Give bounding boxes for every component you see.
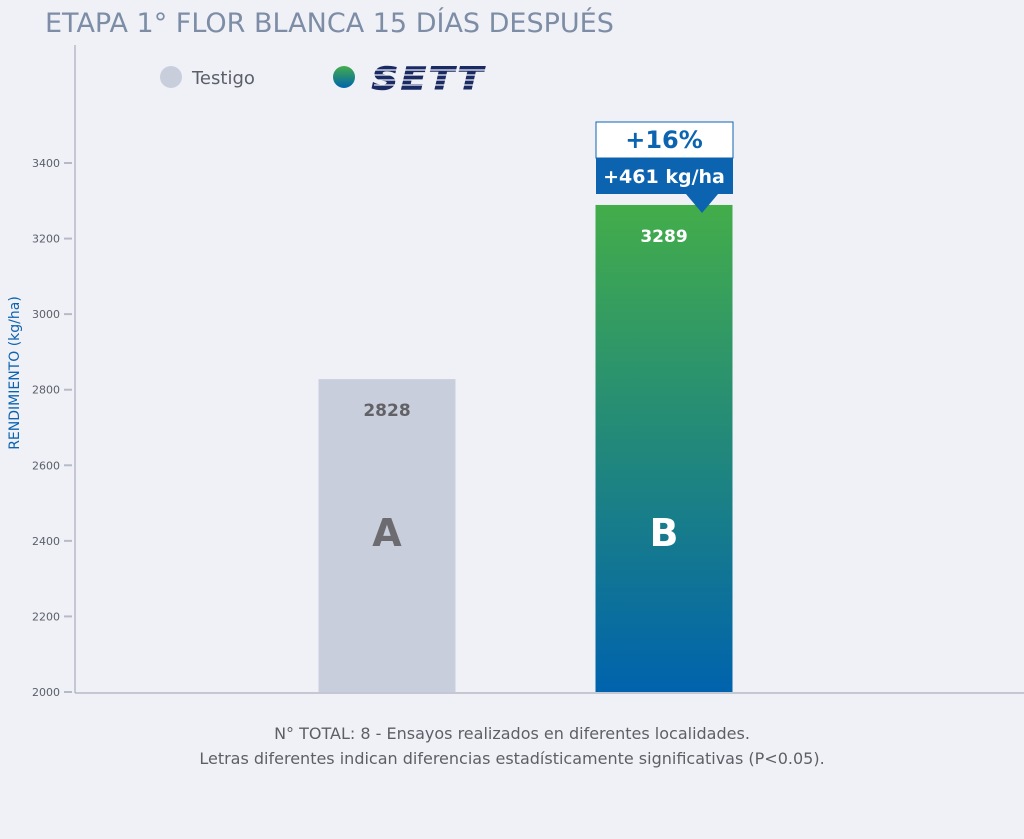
callout-difference-box (596, 158, 733, 194)
bar-value-label: 2828 (363, 401, 410, 421)
bars: 2828 A 3289 B (318, 204, 733, 692)
sett-logo: SETT (371, 61, 486, 98)
legend-swatch-sett (333, 66, 355, 88)
y-tick-label: 3000 (32, 308, 60, 321)
callout-percent-box (595, 121, 734, 159)
y-ticks: 2000 2200 2400 2600 2800 3000 3200 3400 (32, 157, 72, 699)
bar-value-label: 3289 (640, 227, 687, 247)
legend-label-testigo: Testigo (191, 68, 255, 89)
y-tick-label: 2800 (32, 384, 60, 397)
y-tick-label: 2000 (32, 686, 60, 699)
y-axis-label: RENDIMIENTO (kg/ha) (7, 296, 23, 450)
bar-sett (595, 204, 733, 692)
legend-swatch-testigo (160, 66, 182, 88)
callout-percent: +16% (625, 126, 703, 154)
footnote-line-1: N° TOTAL: 8 - Ensayos realizados en dife… (274, 724, 750, 743)
significance-letter: B (650, 511, 679, 555)
callout-difference: +461 kg/ha (603, 166, 725, 188)
footnote-line-2: Letras diferentes indican diferencias es… (199, 749, 824, 768)
y-tick-label: 3200 (32, 233, 60, 246)
significance-letter: A (372, 511, 402, 555)
increase-callout: +16% +461 kg/ha (595, 121, 734, 213)
callout-arrow (686, 194, 718, 213)
y-tick-label: 2200 (32, 610, 60, 623)
y-tick-label: 3400 (32, 157, 60, 170)
y-tick-label: 2600 (32, 459, 60, 472)
bar-testigo (318, 379, 456, 692)
y-tick-label: 2400 (32, 535, 60, 548)
chart-title: ETAPA 1° FLOR BLANCA 15 DÍAS DESPUÉS (45, 7, 614, 39)
